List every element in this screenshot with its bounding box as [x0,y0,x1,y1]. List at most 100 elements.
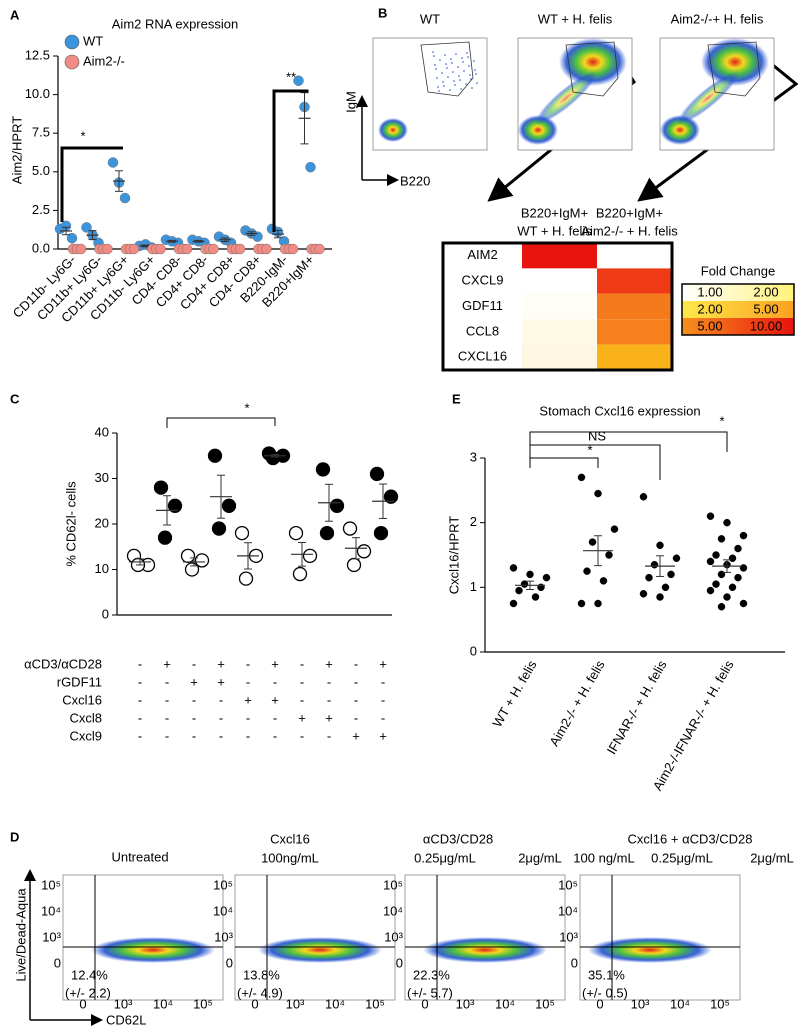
treatment-sign: - [165,710,169,725]
data-point [657,594,664,601]
data-point [718,603,725,610]
flow-y-tick: 10⁴ [383,903,403,918]
heatmap-cell [597,319,672,344]
flow-x-axis: CD62L [106,1012,146,1027]
event [444,54,446,56]
panel-letter: B [378,5,387,20]
data-point [331,499,344,512]
data-point [510,600,517,607]
data-point [317,463,330,476]
flow-y-tick: 10³ [559,929,578,944]
flow-x-tick: 10⁴ [153,996,173,1011]
percent-label: 13.8% [243,967,280,982]
heatmap-row-label: CXCL16 [458,349,507,364]
heatmap-cell [522,268,597,293]
data-point [103,244,113,254]
treatment-sign: - [165,728,169,743]
significance-bracket [167,418,275,428]
data-point [729,555,736,562]
y-tick-label: 20 [95,515,109,530]
flow-x-tick: 10³ [631,996,650,1011]
treatment-sign: - [165,674,169,689]
sd-label: (+/- 5.7) [407,985,453,1000]
data-point [209,449,222,462]
event [453,80,455,82]
data-point [262,244,272,254]
data-point [589,539,596,546]
treatment-sign: - [192,710,196,725]
treatment-sign: + [271,692,279,707]
event [437,86,439,88]
data-point [213,522,226,535]
percent-label: 12.4% [71,967,108,982]
data-point [578,474,585,481]
treatment-label: rGDF11 [57,674,102,689]
treatment-sign: - [327,674,331,689]
event [434,64,436,66]
event [445,63,447,65]
data-point [707,587,714,594]
treatment-sign: - [273,674,277,689]
significance-label: * [719,413,724,428]
data-point [611,526,618,533]
data-point [606,552,613,559]
treatment-sign: - [138,674,142,689]
panel-letter: C [10,391,20,406]
treatment-sign: + [298,710,306,725]
flow-x-tick: 10³ [456,996,475,1011]
flow-x-tick: 10⁵ [535,996,555,1011]
data-point [740,564,747,571]
treatment-sign: - [138,728,142,743]
heatmap-row-label: AIM2 [467,247,497,262]
density [91,937,215,963]
sd-label: (+/- 2.2) [65,985,111,1000]
flow-y-tick: 10³ [384,929,403,944]
treatment-sign: - [300,674,304,689]
treatment-sign: - [327,692,331,707]
treatment-sign: - [381,674,385,689]
event [471,87,473,89]
sd-label: (+/- 4.9) [237,985,283,1000]
data-point [288,244,298,254]
data-point [740,532,747,539]
treatment-sign: - [300,692,304,707]
data-point [578,600,585,607]
data-point [527,571,534,578]
treatment-label: αCD3/αCD28 [24,656,102,671]
y-tick-label: 0.0 [32,240,50,255]
event [462,61,464,63]
data-point [740,600,747,607]
data-point [543,574,550,581]
data-point [668,571,675,578]
data-point [521,581,528,588]
data-point [516,587,523,594]
treatment-sign: + [325,656,333,671]
significance-bracket [530,458,598,468]
dose-label: 100ng/mL [261,850,319,865]
y-tick-label: 10 [95,561,109,576]
legend-cell-label: 10.00 [750,318,783,333]
event [460,88,462,90]
panel-letter: E [452,391,461,406]
treatment-sign: - [192,692,196,707]
treatment-sign: - [381,692,385,707]
heatmap-cell [522,243,597,268]
event [443,85,445,87]
flow-x-tick: 10⁴ [325,996,345,1011]
event [467,56,469,58]
event [449,89,451,91]
percent-label: 22.3% [413,967,450,982]
event [446,67,448,69]
data-point [76,244,86,254]
heatmap-row-label: CCL8 [466,323,499,338]
flow-x-tick: 10⁵ [365,996,385,1011]
event [432,51,434,53]
treatment-sign: + [163,656,171,671]
treatment-sign: - [246,656,250,671]
treatment-sign: - [354,692,358,707]
data-point [267,452,280,465]
data-point [646,574,653,581]
data-point [120,193,130,203]
data-point [348,558,361,571]
y-tick-label: 12.5 [25,47,50,62]
